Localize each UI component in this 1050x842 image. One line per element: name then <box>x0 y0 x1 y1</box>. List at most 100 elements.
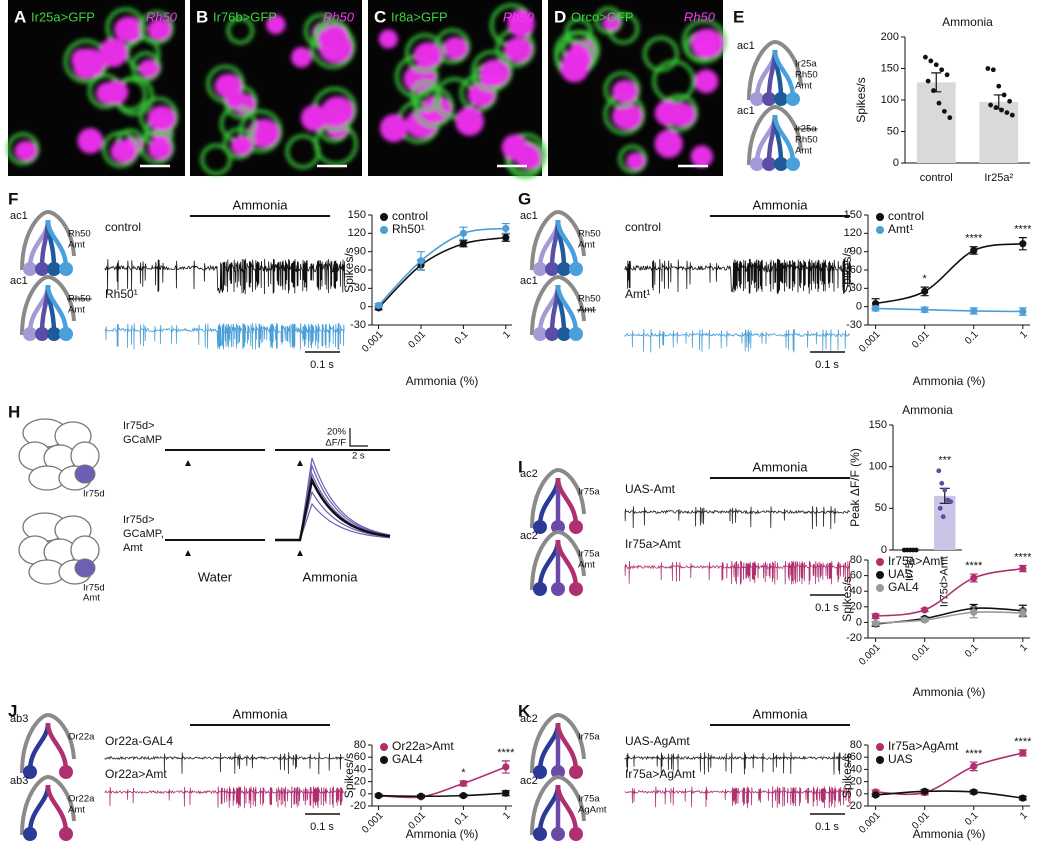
ir75d-glomerulus <box>74 464 96 484</box>
bar <box>934 495 956 550</box>
sensillum-label: ac1 <box>737 40 755 52</box>
rh50-cell <box>626 152 646 170</box>
x-tick-label: 1 <box>501 329 513 341</box>
y-tick-label: 120 <box>348 227 366 239</box>
y-tick-label: 20 <box>850 776 862 788</box>
y-tick-label: 40 <box>850 763 862 775</box>
data-point <box>459 240 467 248</box>
neuron-soma <box>557 262 571 276</box>
rh50-cell <box>504 37 533 63</box>
micrograph: D Orco>GFP Rh50 <box>548 0 727 176</box>
chart-title: Ammonia <box>942 15 993 29</box>
x-tick-label: 0.001 <box>857 810 883 836</box>
data-point <box>921 787 929 795</box>
neuron-soma <box>533 827 547 841</box>
neuron-soma <box>47 327 61 341</box>
data-point <box>502 224 510 233</box>
y-tick-label: 0 <box>360 788 366 800</box>
data-point <box>459 229 467 237</box>
gfp-cell <box>594 6 623 35</box>
y-tick-label: 60 <box>354 751 366 763</box>
data-point <box>948 499 954 505</box>
scale-label: 0.1 s <box>815 821 839 833</box>
gfp-cell <box>410 80 442 112</box>
panel-letter: K <box>518 701 531 720</box>
chart-title: Ammonia <box>902 403 953 417</box>
y-axis-label: Spikes/s <box>840 247 854 292</box>
y-tick-label: 40 <box>354 763 366 775</box>
genotype-label: GCaMP <box>123 434 162 446</box>
x-tick-label: 1 <box>1018 810 1030 822</box>
x-tick-label: 0.001 <box>360 329 386 355</box>
y-tick-label: 60 <box>850 751 862 763</box>
y-tick-label: 150 <box>881 62 899 74</box>
gene-label: Amt <box>795 81 812 92</box>
chart: 0 50 100 150 Peak ΔF/F (%) Ammonia Ir75d Ir75d>… <box>848 403 962 607</box>
data-point <box>1007 98 1012 104</box>
ir75d-glomerulus <box>74 558 96 578</box>
spike-traces: Ammonia UAS-Amt Ir75a>Amt 0.1 s <box>624 459 851 614</box>
legend-label: Amt¹ <box>888 222 913 236</box>
data-point <box>996 83 1002 89</box>
df-trace-individual <box>275 490 391 541</box>
panel-letter: H <box>8 402 20 421</box>
neuron-soma <box>551 765 565 779</box>
legend-marker <box>876 226 884 234</box>
rh50-cell <box>560 53 589 83</box>
genotype-label: Ir75a>Amt <box>625 537 681 551</box>
x-tick-label: 0.001 <box>857 642 883 668</box>
y-tick-label: 100 <box>869 461 887 473</box>
spike-trace <box>624 258 851 295</box>
genotype-label: GCaMP, <box>123 528 164 540</box>
neuron-soma <box>35 327 49 341</box>
rh50-cell <box>322 25 349 52</box>
gfp-cell <box>471 49 513 92</box>
gene-label: AgAmt <box>578 805 607 816</box>
rh50-cell <box>114 16 144 43</box>
panel-letter: B <box>196 7 208 26</box>
x-axis-label: Ammonia (%) <box>913 685 986 699</box>
data-point <box>933 62 939 68</box>
gfp-cell <box>6 132 40 166</box>
rh50-cell <box>694 69 719 94</box>
data-point <box>502 234 510 242</box>
significance: **** <box>965 233 983 245</box>
spike-trace <box>624 786 851 809</box>
y-axis-label: Spikes/s <box>840 753 854 798</box>
chart: -30 0 30 60 90 120 150 Spikes/s 0.001 0.01 0.1 1 Amm… <box>840 209 1032 388</box>
reporter-label: Ir76b>GFP <box>213 9 277 24</box>
genotype-label: Or22a-GAL4 <box>105 734 173 748</box>
legend-label: Ir75a>Amt <box>888 554 944 568</box>
scale-label: 0.1 s <box>815 359 839 371</box>
gene-label: Ir75a <box>578 487 600 498</box>
data-point <box>374 792 383 800</box>
spike-trace <box>104 786 345 809</box>
sensillum-outline <box>747 39 803 101</box>
data-point <box>944 72 950 78</box>
legend-marker <box>380 226 388 234</box>
genotype-label: control <box>625 220 661 234</box>
y-tick-label: 150 <box>844 209 862 221</box>
neuron-soma <box>545 327 559 341</box>
sensillum-label: ab3 <box>10 713 28 725</box>
rh50-cell <box>147 105 176 132</box>
data-point <box>872 612 880 620</box>
neuron-soma <box>569 520 583 534</box>
rh50-cell <box>654 129 683 158</box>
cells <box>200 13 358 176</box>
data-point <box>417 257 425 265</box>
sensillum-diagram: ac2 Ir75a <box>520 713 600 779</box>
genotype-label: Amt <box>123 542 143 554</box>
y-tick-label: 60 <box>850 570 862 582</box>
x-tick-label: 0.001 <box>857 329 883 355</box>
y-tick-label: 20 <box>354 776 366 788</box>
data-point <box>872 304 880 313</box>
x-tick-label: 0.001 <box>360 810 386 836</box>
y-tick-label: 80 <box>850 554 862 566</box>
scale-label: 0.1 s <box>310 821 334 833</box>
neuron-soma <box>551 520 565 534</box>
